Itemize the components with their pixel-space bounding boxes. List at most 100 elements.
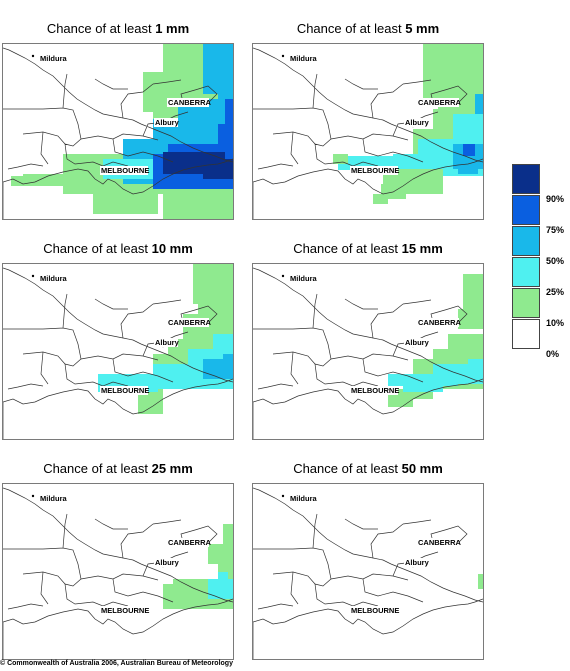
albury-label: Albury	[155, 338, 180, 347]
mildura-marker	[31, 54, 35, 58]
probability-cell	[478, 574, 483, 589]
mildura-label: Mildura	[290, 54, 317, 63]
mildura-label-background	[39, 494, 67, 503]
panel-title: Chance of at least 1 mm	[2, 20, 234, 38]
melbourne-label-background	[100, 166, 148, 175]
legend-swatch-10	[512, 288, 540, 318]
legend-swatch-50	[512, 226, 540, 256]
canberra-label-background	[167, 98, 209, 107]
mildura-marker	[31, 274, 35, 278]
albury-label: Albury	[155, 558, 180, 567]
panel-title-amount: 25 mm	[151, 461, 193, 476]
probability-cell	[458, 309, 483, 329]
canberra-label: CANBERRA	[418, 318, 462, 327]
canberra-label: CANBERRA	[168, 318, 212, 327]
panel-title-prefix: Chance of at least	[43, 241, 152, 256]
panel-title-prefix: Chance of at least	[293, 461, 402, 476]
probability-cell	[218, 572, 228, 582]
melbourne-label-background	[350, 606, 398, 615]
panel-title-amount: 50 mm	[401, 461, 443, 476]
mildura-label: Mildura	[290, 494, 317, 503]
legend-label-75: 75%	[546, 225, 565, 235]
canberra-label: CANBERRA	[418, 538, 462, 547]
mildura-marker	[281, 54, 285, 58]
albury-label-background	[154, 118, 178, 127]
panel-title: Chance of at least 15 mm	[252, 240, 484, 258]
albury-label: Albury	[405, 338, 430, 347]
canberra-label-background	[167, 318, 209, 327]
panel-title: Chance of at least 10 mm	[2, 240, 234, 258]
canberra-label: CANBERRA	[168, 98, 212, 107]
probability-cell	[403, 382, 443, 392]
albury-label-background	[154, 338, 178, 347]
rainfall-map: Mildura CANBERRA Albury MELBOURNE	[2, 483, 234, 660]
legend-label-25: 25%	[546, 287, 565, 297]
legend-label-90: 90%	[546, 194, 565, 204]
mildura-marker	[31, 494, 35, 498]
probability-legend: 90% 75% 50% 25% 10% 0%	[512, 164, 570, 364]
rainfall-map: Mildura CANBERRA Albury MELBOURNE	[2, 263, 234, 440]
probability-cell	[463, 274, 483, 314]
mildura-label-background	[289, 274, 317, 283]
probability-cell	[173, 579, 213, 589]
melbourne-label: MELBOURNE	[101, 606, 149, 615]
mildura-label: Mildura	[40, 54, 67, 63]
boundary-lines	[253, 267, 483, 439]
boundary-lines	[253, 487, 483, 659]
boundary-lines	[3, 267, 233, 439]
canberra-label-background	[167, 538, 209, 547]
mildura-label-background	[289, 494, 317, 503]
probability-cell	[475, 94, 483, 114]
melbourne-label-background	[350, 386, 398, 395]
map-graphic: Mildura CANBERRA Albury MELBOURNE	[3, 44, 233, 219]
probability-cell	[458, 159, 478, 174]
probability-cell	[118, 194, 158, 214]
mildura-label: Mildura	[40, 274, 67, 283]
legend-swatch-75	[512, 195, 540, 225]
melbourne-label: MELBOURNE	[351, 166, 399, 175]
panel-title-amount: 1 mm	[155, 21, 190, 36]
probability-cell	[463, 144, 475, 156]
panel-title: Chance of at least 5 mm	[252, 20, 484, 38]
panel-title-amount: 5 mm	[405, 21, 440, 36]
boundary-lines	[3, 487, 233, 659]
probability-cell	[208, 544, 233, 564]
panel-title: Chance of at least 25 mm	[2, 460, 234, 478]
boundary-lines	[253, 47, 483, 219]
albury-label: Albury	[405, 558, 430, 567]
albury-label-background	[404, 338, 428, 347]
panel-title-prefix: Chance of at least	[296, 21, 406, 36]
legend-swatch-0	[512, 319, 540, 349]
rainfall-map: Mildura CANBERRA Albury MELBOURNE	[252, 483, 484, 660]
mildura-label-background	[39, 274, 67, 283]
legend-label-0: 0%	[546, 349, 560, 359]
canberra-label: CANBERRA	[418, 98, 462, 107]
mildura-label-background	[289, 54, 317, 63]
canberra-label-background	[417, 318, 459, 327]
probability-cell	[333, 154, 348, 164]
melbourne-label-background	[350, 166, 398, 175]
legend-label-10: 10%	[546, 318, 565, 328]
albury-label-background	[404, 118, 428, 127]
map-graphic: Mildura CANBERRA Albury MELBOURNE	[253, 44, 483, 219]
mildura-label: Mildura	[290, 274, 317, 283]
mildura-marker	[281, 494, 285, 498]
probability-cell	[11, 176, 33, 186]
panel-title-prefix: Chance of at least	[43, 461, 152, 476]
probability-cell	[138, 394, 163, 414]
rainfall-map: Mildura CANBERRA Albury MELBOURNE	[252, 43, 484, 220]
panel-title-amount: 15 mm	[401, 241, 443, 256]
albury-label-background	[404, 558, 428, 567]
probability-cell	[218, 124, 233, 144]
melbourne-label: MELBOURNE	[101, 386, 149, 395]
panel-title-prefix: Chance of at least	[46, 21, 156, 36]
boundary-lines	[3, 47, 233, 219]
canberra-label-background	[417, 98, 459, 107]
map-graphic: Mildura CANBERRA Albury MELBOURNE	[3, 487, 233, 659]
melbourne-label: MELBOURNE	[351, 606, 399, 615]
map-graphic: Mildura CANBERRA Albury MELBOURNE	[3, 264, 233, 439]
legend-swatch-25	[512, 257, 540, 287]
canberra-label: CANBERRA	[168, 538, 212, 547]
panel-title: Chance of at least 50 mm	[252, 460, 484, 478]
mildura-marker	[281, 274, 285, 278]
